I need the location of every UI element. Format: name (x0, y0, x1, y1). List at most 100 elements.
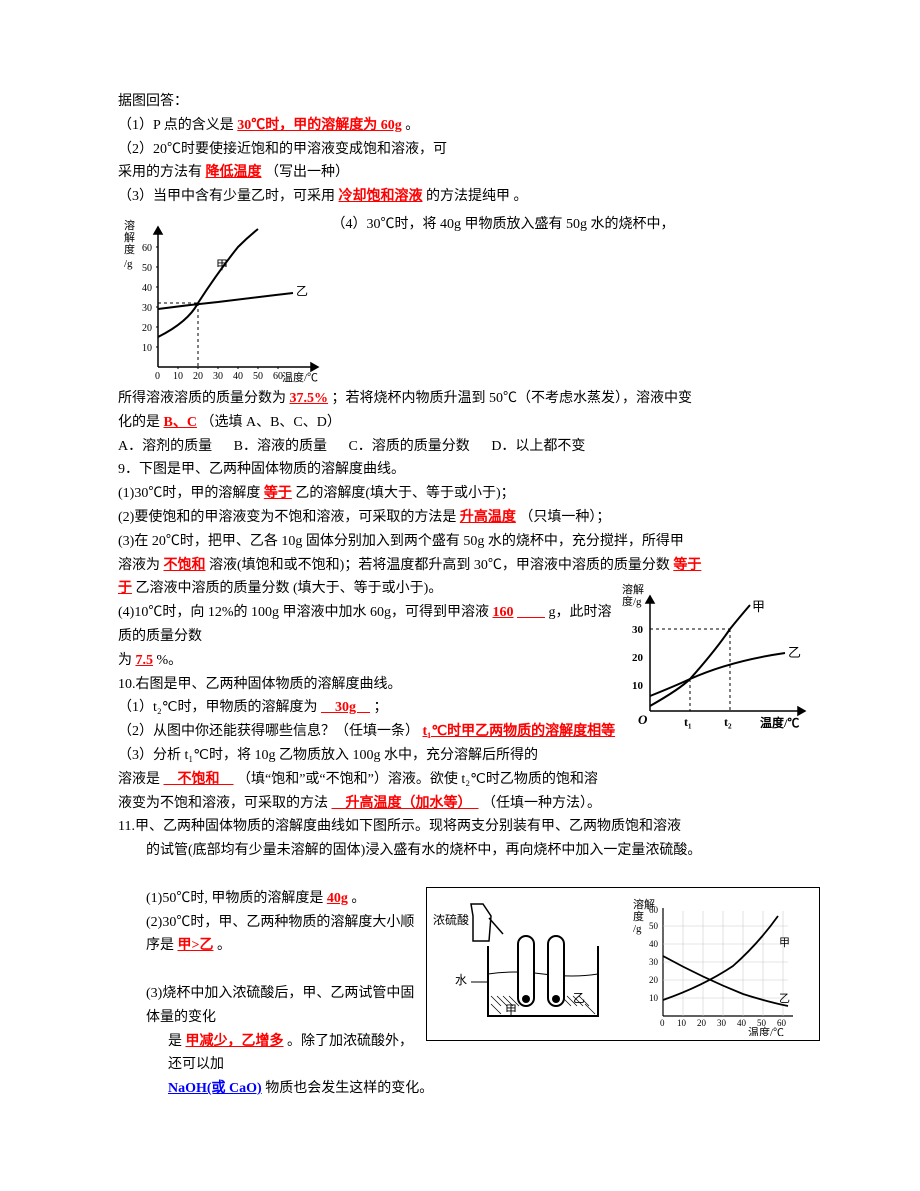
q1-1-tail: 。 (405, 118, 419, 133)
q10-3b-text: 溶液是 (118, 772, 160, 787)
q1-options: A．溶剂的质量 B．溶液的质量 C．溶质的质量分数 D．以上都不变 (118, 435, 820, 459)
svg-text:20: 20 (649, 975, 659, 985)
q9-4-text: (4)10℃时，向 12%的 100g 甲溶液中加水 60g，可得到甲溶液 (118, 605, 489, 620)
svg-text:60: 60 (142, 243, 152, 254)
svg-text:甲: 甲 (505, 1003, 517, 1017)
svg-text:20: 20 (632, 652, 644, 664)
q10-1-text: （1）t₂℃时，甲物质的溶解度为 (118, 700, 318, 715)
q1-3a-answer: 降低温度 (206, 165, 262, 180)
q1-4b-text: 所得溶液溶质的质量分数为 (118, 391, 286, 406)
q9-3b-ans2: 等于 (673, 558, 701, 573)
q10-2-text: （2）从图中你还能获得哪些信息？（任填一条） (118, 724, 419, 739)
q11-head1: 11.甲、乙两种固体物质的溶解度曲线如下图所示。现将两支分别装有甲、乙两物质饱和… (118, 815, 820, 839)
q11-3c: NaOH(或 CaO) 物质也会发生这样的变化。 (118, 1077, 820, 1101)
q10-3c: 液变为不饱和溶液，可采取的方法 升高温度（加水等） （任填一种方法）。 (118, 792, 820, 816)
svg-text:乙: 乙 (779, 992, 790, 1005)
q1-4b-tail: ；若将烧杯内物质升温到 50℃（不考虑水蒸发），溶液中变 (332, 391, 693, 406)
q10-1-ans: 30g (321, 700, 370, 715)
figure-3: 浓硫酸 水 (426, 887, 820, 1041)
q1-3a-tail: （写出一种） (265, 165, 349, 180)
svg-text:水: 水 (455, 973, 467, 987)
svg-text:乙: 乙 (573, 991, 585, 1005)
q11-3b-text: 是 (168, 1034, 182, 1049)
svg-text:40: 40 (142, 283, 152, 294)
svg-text:/g: /g (633, 923, 642, 935)
svg-text:乙: 乙 (788, 645, 801, 660)
q1-4c-tail: （选填 A、B、C、D） (200, 415, 340, 430)
svg-text:20: 20 (697, 1018, 707, 1028)
svg-text:t₂: t₂ (724, 715, 732, 729)
svg-text:30: 30 (142, 303, 152, 314)
svg-text:甲: 甲 (216, 258, 228, 272)
q11-3b-ans: 甲减少，乙增多 (186, 1034, 284, 1049)
opt-d: D．以上都不变 (491, 435, 585, 459)
q10-3c-tail: （任填一种方法）。 (482, 796, 601, 811)
q1-3a-text: 采用的方法有 (118, 165, 202, 180)
svg-text:度: 度 (633, 909, 644, 923)
q1-3b-text: （3）当甲中含有少量乙时，可采用 (118, 189, 335, 204)
figure-1: 溶 解 度 /g 10 20 30 40 50 60 0 (118, 213, 820, 387)
q10-1-tail: ； (374, 700, 388, 715)
svg-text:10: 10 (677, 1018, 687, 1028)
svg-text:30: 30 (213, 371, 223, 382)
svg-text:溶解: 溶解 (622, 582, 644, 596)
svg-text:30: 30 (632, 624, 644, 636)
q1-1: （1）P 点的含义是 30℃时，甲的溶解度为 60g 。 (118, 114, 820, 138)
svg-text:10: 10 (632, 680, 644, 692)
q9-3b: 溶液为 不饱和 溶液(填饱和或不饱和)；若将温度都升高到 30℃，甲溶液中溶质的… (118, 554, 820, 578)
svg-text:10: 10 (649, 993, 659, 1003)
q9-1-text: (1)30℃时，甲的溶解度 (118, 486, 260, 501)
q9-4b-ans: 7.5 (136, 653, 154, 668)
svg-text:0: 0 (155, 371, 160, 382)
solubility-chart-1: 溶 解 度 /g 10 20 30 40 50 60 0 (118, 217, 328, 387)
svg-text:乙: 乙 (296, 284, 308, 298)
q10-3a: （3）分析 t₁℃时，将 10g 乙物质放入 100g 水中，充分溶解后所得的 (118, 744, 820, 768)
q10-3b-ans: 不饱和 (164, 772, 234, 787)
opt-c: C．溶质的质量分数 (348, 435, 469, 459)
svg-text:30: 30 (649, 957, 659, 967)
svg-text:50: 50 (142, 263, 152, 274)
svg-text:浓硫酸: 浓硫酸 (433, 912, 469, 927)
q9-head: 9．下图是甲、乙两种固体物质的溶解度曲线。 (118, 458, 820, 482)
q11-1-text: (1)50℃时, 甲物质的溶解度是 (146, 891, 323, 906)
q9-4b-text: 为 (118, 653, 132, 668)
q1-1-text: （1）P 点的含义是 (118, 118, 234, 133)
q1-3a: 采用的方法有 降低温度 （写出一种） (118, 161, 820, 185)
q10-3b-tail: （填“饱和”或“不饱和”）溶液。欲使 t₂℃时乙物质的饱和溶 (237, 772, 598, 787)
q11-3c-tail: 物质也会发生这样的变化。 (265, 1081, 433, 1096)
opt-b: B．溶液的质量 (234, 435, 327, 459)
q9-4-ans1: 160 (493, 605, 514, 620)
q9-2-text: (2)要使饱和的甲溶液变为不饱和溶液，可采取的方法是 (118, 510, 456, 525)
q1-3b-tail: 的方法提纯甲 。 (426, 189, 528, 204)
q11-head2: 的试管(底部均有少量未溶解的固体)浸入盛有水的烧杯中，再向烧杯中加入一定量浓硫酸… (118, 839, 820, 863)
svg-text:温度/℃: 温度/℃ (760, 715, 799, 730)
q9-2-tail: （只填一种）； (519, 510, 610, 525)
svg-text:50: 50 (253, 371, 263, 382)
q11-1-tail: 。 (351, 891, 365, 906)
q10-3b: 溶液是 不饱和 （填“饱和”或“不饱和”）溶液。欲使 t₂℃时乙物质的饱和溶 (118, 768, 820, 792)
q10-2-ans: t₁℃时甲乙两物质的溶解度相等 (423, 724, 616, 739)
q1-4c-text: 化的是 (118, 415, 160, 430)
svg-text:/g: /g (124, 258, 133, 270)
q9-3c-ans-cont: 于 (118, 581, 132, 596)
svg-text:甲: 甲 (752, 599, 765, 614)
figure-2: 溶解 度/g 10 20 30 甲 乙 O t₁ t₂ (620, 577, 820, 736)
q1-4-inline: （4）30℃时，将 40g 甲物质放入盛有 50g 水的烧杯中， (332, 217, 675, 232)
q9-1: (1)30℃时，甲的溶解度 等于 乙的溶解度(填大于、等于或小于)； (118, 482, 820, 506)
q1-4c: 化的是 B、C （选填 A、B、C、D） (118, 411, 820, 435)
svg-text:溶: 溶 (124, 218, 135, 232)
svg-text:甲: 甲 (779, 937, 790, 949)
svg-text:20: 20 (142, 323, 152, 334)
q9-4b-tail: %。 (157, 653, 183, 668)
intro-text: 据图回答： (118, 90, 820, 114)
q1-2: （2）20℃时要使接近饱和的甲溶液变成饱和溶液，可 (118, 138, 820, 162)
svg-text:10: 10 (173, 371, 183, 382)
q9-3b-tail: 溶液(填饱和或不饱和)；若将温度都升高到 30℃，甲溶液中溶质的质量分数 (209, 558, 670, 573)
svg-text:40: 40 (233, 371, 243, 382)
q9-3b-ans: 不饱和 (164, 558, 206, 573)
svg-text:t₁: t₁ (684, 715, 692, 729)
q9-1-answer: 等于 (264, 486, 292, 501)
svg-text:O: O (638, 712, 648, 727)
q1-3b-answer: 冷却饱和溶液 (339, 189, 423, 204)
q11-2-tail: 。 (217, 938, 231, 953)
